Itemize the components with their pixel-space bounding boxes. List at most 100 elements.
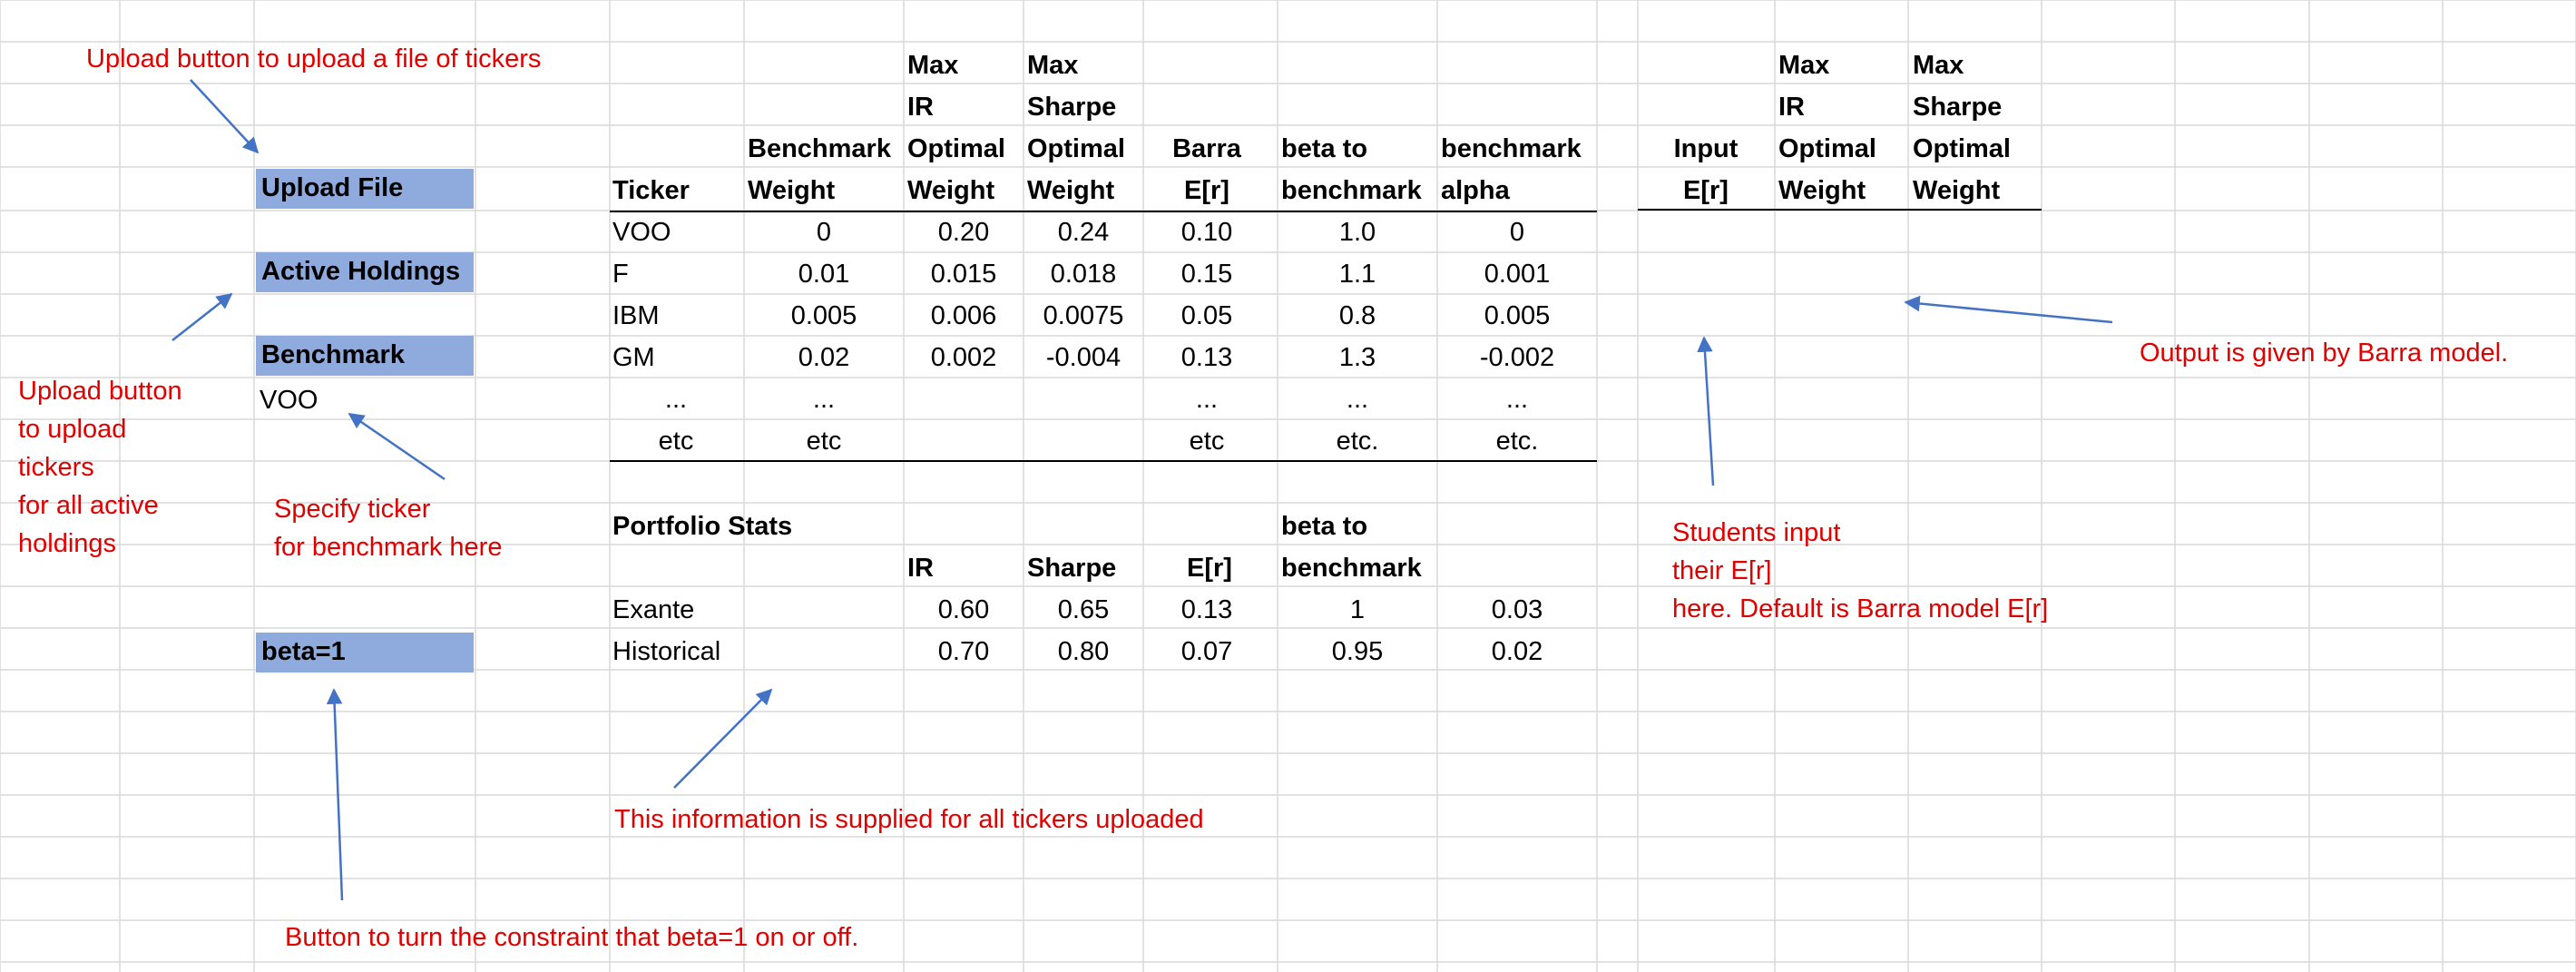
stats-cell[interactable]: 0.65 [1057, 595, 1110, 624]
note-barra-output: Output is given by Barra model. [2140, 339, 2509, 368]
stats-header-er: E[r] [1187, 554, 1232, 583]
ticker-cell[interactable]: etc [658, 427, 694, 456]
note-upload-active-5: holdings [18, 529, 117, 558]
table-cell[interactable]: etc [1189, 427, 1225, 456]
table-cell[interactable]: etc. [1495, 427, 1539, 456]
stats-cell[interactable]: 0.13 [1180, 595, 1233, 624]
benchmark-ticker-cell[interactable]: VOO [260, 386, 318, 415]
stats-header-sharpe: Sharpe [1027, 554, 1117, 583]
header-max-sharpe-1: Max [1027, 51, 1079, 80]
upload-file-button[interactable]: Upload File [256, 169, 474, 209]
student-header-max-sharpe-4: Weight [1913, 176, 2001, 205]
arrow-to-benchmark-ticker [348, 412, 446, 481]
note-info-supplied: This information is supplied for all tic… [614, 805, 1204, 834]
note-upload-active-3: tickers [18, 453, 94, 482]
table-cell[interactable]: ... [1346, 385, 1369, 414]
benchmark-button[interactable]: Benchmark [256, 336, 474, 376]
table-cell[interactable]: -0.004 [1045, 343, 1121, 372]
student-header-input-1: Input [1673, 134, 1739, 163]
header-max-ir-1: Max [907, 51, 959, 80]
stats-header-beta-1: beta to [1281, 512, 1368, 541]
table-cell[interactable]: 0 [1509, 218, 1525, 247]
header-max-sharpe-3: Optimal [1027, 134, 1125, 163]
header-alpha-1: benchmark [1441, 134, 1582, 163]
table-cell[interactable]: 0.015 [930, 260, 997, 289]
header-max-sharpe-4: Weight [1027, 176, 1115, 205]
arrow-to-input-er [1697, 336, 1715, 486]
arrow-to-active-holdings [171, 292, 233, 341]
table-cell[interactable]: 0.0075 [1043, 301, 1124, 330]
table-cell[interactable]: 0.001 [1484, 260, 1551, 289]
table-cell[interactable]: ... [1505, 385, 1529, 414]
stats-cell[interactable]: 0.95 [1331, 637, 1384, 666]
table-cell[interactable]: 0.24 [1057, 218, 1110, 247]
table-cell[interactable]: 1.3 [1338, 343, 1376, 372]
stats-cell[interactable]: 1 [1349, 595, 1366, 624]
table-cell[interactable]: 0.005 [1484, 301, 1551, 330]
table-cell[interactable]: 0.20 [937, 218, 990, 247]
note-specify-benchmark-2: for benchmark here [274, 533, 503, 562]
table-cell[interactable]: 0.006 [930, 301, 997, 330]
note-upload-tickers: Upload button to upload a file of ticker… [86, 44, 542, 74]
table-bottom-line [610, 460, 1597, 462]
table-cell[interactable]: 0.005 [790, 301, 857, 330]
table-cell[interactable]: 0.01 [798, 260, 850, 289]
ticker-cell[interactable]: ... [664, 385, 688, 414]
table-cell[interactable]: ... [812, 385, 836, 414]
note-students-input-1: Students input [1672, 518, 1841, 547]
header-ticker: Ticker [612, 176, 690, 205]
stats-cell[interactable]: 0.03 [1491, 595, 1543, 624]
stats-cell[interactable]: 0.07 [1180, 637, 1233, 666]
table-cell[interactable]: 0.002 [930, 343, 997, 372]
header-max-ir-3: Optimal [907, 134, 1005, 163]
table-cell[interactable]: 0.8 [1338, 301, 1376, 330]
ticker-cell[interactable]: GM [612, 343, 655, 372]
header-benchmark-weight-2: Weight [748, 176, 836, 205]
stats-cell[interactable]: 0.80 [1057, 637, 1110, 666]
table-cell[interactable]: 0.02 [798, 343, 850, 372]
header-beta-1: beta to [1281, 134, 1368, 163]
arrow-to-historical-stats [673, 688, 773, 789]
ticker-cell[interactable]: VOO [612, 218, 671, 247]
student-header-underline [1638, 209, 2042, 211]
header-benchmark-weight-1: Benchmark [748, 134, 891, 163]
header-max-ir-2: IR [907, 93, 934, 122]
table-cell[interactable]: ... [1195, 385, 1219, 414]
note-upload-active-4: for all active [18, 491, 159, 520]
header-barra-2: E[r] [1184, 176, 1229, 205]
portfolio-stats-title: Portfolio Stats [612, 512, 793, 541]
stats-cell[interactable]: 0.60 [937, 595, 990, 624]
student-header-max-sharpe-3: Optimal [1913, 134, 2011, 163]
table-cell[interactable]: 0.018 [1050, 260, 1117, 289]
student-header-input-2: E[r] [1683, 176, 1729, 205]
stats-cell[interactable]: 0.70 [937, 637, 990, 666]
beta-constraint-button[interactable]: beta=1 [256, 633, 474, 673]
ticker-cell[interactable]: F [612, 260, 629, 289]
note-specify-benchmark-1: Specify ticker [274, 495, 431, 524]
header-underline [610, 211, 1597, 212]
stats-row-label[interactable]: Historical [612, 637, 721, 666]
arrow-to-optimal-weight [1904, 295, 2113, 324]
table-cell[interactable]: 0.10 [1180, 218, 1233, 247]
table-cell[interactable]: 0 [816, 218, 832, 247]
table-cell[interactable]: 0.13 [1180, 343, 1233, 372]
table-cell[interactable]: etc. [1336, 427, 1379, 456]
table-cell[interactable]: 1.0 [1338, 218, 1376, 247]
student-header-max-sharpe-1: Max [1913, 51, 1964, 80]
student-header-max-sharpe-2: Sharpe [1913, 93, 2003, 122]
note-beta-button: Button to turn the constraint that beta=… [285, 923, 859, 952]
stats-row-label[interactable]: Exante [612, 595, 695, 624]
note-upload-active-2: to upload [18, 415, 127, 444]
table-cell[interactable]: -0.002 [1479, 343, 1555, 372]
active-holdings-button[interactable]: Active Holdings [256, 252, 474, 292]
table-cell[interactable]: 1.1 [1338, 260, 1376, 289]
student-header-max-ir-2: IR [1778, 93, 1805, 122]
ticker-cell[interactable]: IBM [612, 301, 660, 330]
table-cell[interactable]: etc [806, 427, 842, 456]
header-max-ir-4: Weight [907, 176, 995, 205]
table-cell[interactable]: 0.05 [1180, 301, 1233, 330]
header-alpha-2: alpha [1441, 176, 1510, 205]
stats-cell[interactable]: 0.02 [1491, 637, 1543, 666]
header-beta-2: benchmark [1281, 176, 1422, 205]
table-cell[interactable]: 0.15 [1180, 260, 1233, 289]
